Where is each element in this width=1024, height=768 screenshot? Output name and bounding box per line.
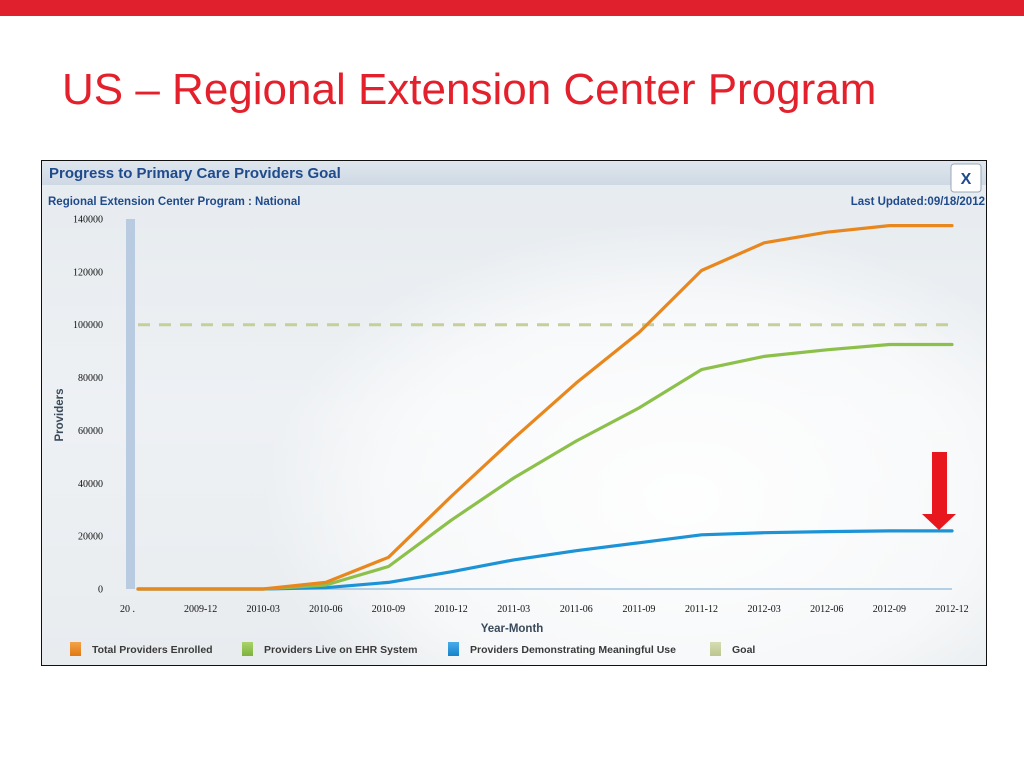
y-tick-label: 40000: [78, 479, 103, 490]
chart-svg: Progress to Primary Care Providers Goal …: [42, 161, 986, 665]
y-axis-ticks: 0 20000 40000 60000 80000 100000 120000 140000: [73, 215, 103, 596]
y-tick-label: 0: [98, 585, 103, 596]
legend-label: Providers Demonstrating Meaningful Use: [470, 644, 676, 656]
top-accent-bar: [0, 0, 1024, 16]
close-button[interactable]: X: [950, 163, 982, 193]
x-tick-label: 2011-06: [560, 604, 593, 615]
y-tick-label: 60000: [78, 426, 103, 437]
panel-subtitle: Regional Extension Center Program : Nati…: [48, 196, 300, 208]
legend-label: Providers Live on EHR System: [264, 644, 417, 656]
y-tick-label: 80000: [78, 373, 103, 384]
y-tick-label: 20000: [78, 532, 103, 543]
x-tick-label: 2011-03: [497, 604, 530, 615]
legend-swatch: [70, 642, 81, 656]
y-axis-title: Providers: [54, 388, 66, 441]
legend-label: Total Providers Enrolled: [92, 644, 213, 656]
chart-panel: Progress to Primary Care Providers Goal …: [41, 160, 987, 666]
y-tick-label: 140000: [73, 215, 103, 226]
legend-swatch: [710, 642, 721, 656]
x-axis-title: Year-Month: [481, 623, 544, 635]
x-tick-label: 2010-09: [372, 604, 405, 615]
x-tick-label: 2012-06: [810, 604, 843, 615]
range-scroll-bar[interactable]: [126, 219, 135, 589]
x-tick-label: 2010-12: [434, 604, 467, 615]
y-tick-label: 120000: [73, 267, 103, 278]
panel-title: Progress to Primary Care Providers Goal: [49, 165, 341, 182]
x-tick-label: 2010-06: [309, 604, 342, 615]
legend: Total Providers Enrolled Providers Live o…: [70, 642, 755, 656]
x-axis-ticks: 20 . 2009-12 2010-03 2010-06 2010-09 2010-12 2…: [120, 604, 969, 615]
close-label[interactable]: X: [961, 171, 972, 188]
x-tick-label: 2009-12: [184, 604, 217, 615]
background-glow: [262, 221, 986, 665]
slide-title: US – Regional Extension Center Program: [62, 65, 877, 114]
legend-swatch: [242, 642, 253, 656]
x-tick-label: 2010-03: [247, 604, 280, 615]
x-tick-label: 2012-12: [935, 604, 968, 615]
legend-swatch: [448, 642, 459, 656]
red-down-arrow-icon: [922, 452, 956, 530]
panel-header: [42, 161, 986, 185]
x-tick-label: 2012-09: [873, 604, 906, 615]
x-tick-label: 2011-12: [685, 604, 718, 615]
y-tick-label: 100000: [73, 320, 103, 331]
legend-label: Goal: [732, 644, 755, 656]
close-icon[interactable]: [950, 163, 982, 193]
x-tick-label: 20 .: [120, 604, 135, 615]
last-updated: Last Updated:09/18/2012: [851, 196, 985, 208]
series-lines: [136, 223, 954, 591]
x-tick-label: 2011-09: [622, 604, 655, 615]
x-tick-label: 2012-03: [747, 604, 780, 615]
series-line-total-providers-enrolled: [136, 223, 954, 591]
